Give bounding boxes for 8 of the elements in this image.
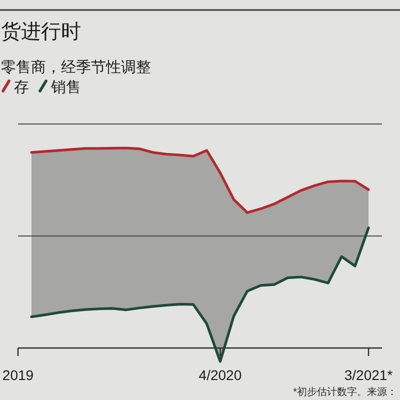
x-tick-label: 4/2020 bbox=[198, 367, 242, 383]
title: 货进行时 bbox=[1, 21, 81, 43]
legend-label: 销售 bbox=[51, 79, 81, 96]
annotation: *初步估计数字。来源： bbox=[293, 387, 397, 398]
legend-label: 存 bbox=[14, 79, 29, 96]
subtitle: 零售商，经季节性调整 bbox=[1, 59, 151, 76]
x-tick-label: 3/2021* bbox=[344, 367, 393, 383]
x-tick-label: 2019 bbox=[2, 367, 34, 383]
